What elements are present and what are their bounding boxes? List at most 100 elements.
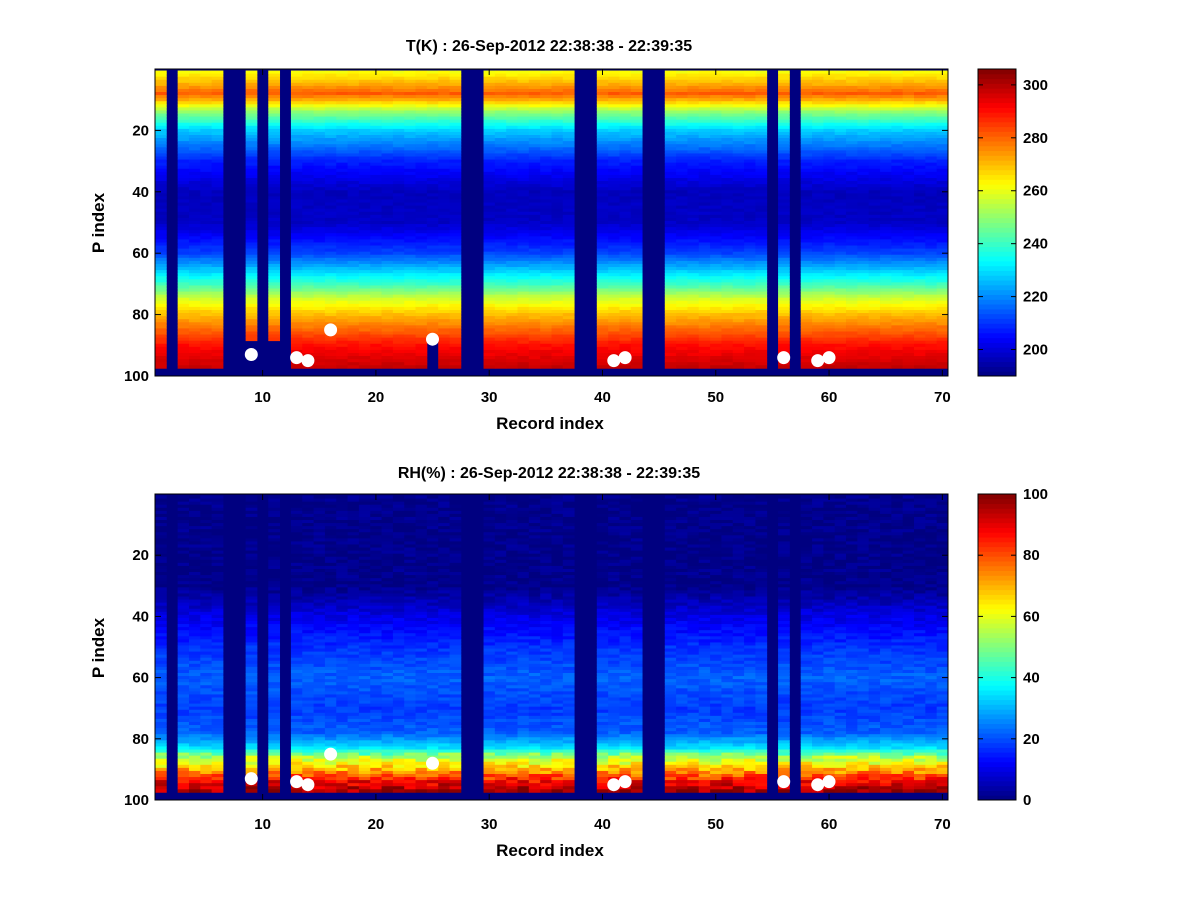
heatmap-cell — [721, 242, 734, 246]
heatmap-cell — [449, 233, 462, 237]
heatmap-cell — [562, 119, 575, 124]
heatmap-cell — [358, 187, 371, 191]
heatmap-cell — [358, 196, 371, 200]
heatmap-cell — [426, 236, 439, 240]
heatmap-cell — [517, 153, 530, 157]
heatmap-cell — [812, 343, 824, 348]
heatmap-cell — [630, 128, 643, 133]
heatmap-cell — [551, 328, 564, 332]
heatmap-cell — [483, 365, 496, 369]
heatmap-cell — [188, 230, 201, 234]
heatmap-cell — [313, 187, 326, 191]
heatmap-cell — [494, 128, 507, 133]
heatmap-cell — [551, 159, 564, 164]
heatmap-cell — [506, 236, 518, 240]
heatmap-cell — [732, 340, 745, 345]
heatmap-cell — [755, 257, 768, 262]
heatmap-cell — [812, 73, 824, 78]
heatmap-cell — [664, 98, 677, 102]
heatmap-cell — [177, 356, 190, 360]
heatmap-cell — [404, 242, 416, 246]
heatmap-cell — [676, 282, 688, 286]
heatmap-cell — [517, 177, 530, 182]
heatmap-cell — [755, 334, 768, 339]
heatmap-cell — [517, 306, 530, 311]
heatmap-cell — [449, 138, 462, 142]
heatmap-cell — [392, 211, 405, 216]
heatmap-cell — [188, 288, 201, 292]
heatmap-column — [438, 70, 450, 369]
heatmap-cell — [698, 276, 711, 280]
heatmap-cell — [290, 245, 303, 249]
heatmap-cell — [517, 279, 530, 283]
heatmap-cell — [630, 310, 643, 314]
heatmap-cell — [755, 233, 768, 237]
heatmap-cell — [812, 156, 824, 160]
heatmap-cell — [211, 267, 224, 271]
heatmap-cell — [200, 325, 213, 329]
heatmap-cell — [347, 267, 360, 271]
heatmap-cell — [687, 343, 700, 348]
heatmap-cell — [404, 107, 416, 111]
heatmap-cell — [608, 245, 620, 249]
heatmap-cell — [664, 153, 677, 157]
heatmap-cell — [268, 220, 281, 225]
heatmap-cell — [483, 113, 496, 117]
heatmap-cell — [664, 230, 677, 234]
heatmap-cell — [347, 319, 360, 323]
heatmap-cell — [506, 349, 518, 354]
heatmap-cell — [313, 199, 326, 203]
heatmap-cell — [528, 340, 541, 345]
heatmap-cell — [755, 171, 768, 176]
heatmap-cell — [324, 300, 337, 305]
heatmap-cell — [392, 110, 405, 114]
heatmap-cell — [551, 98, 564, 102]
heatmap-cell — [630, 184, 643, 188]
heatmap-cell — [324, 174, 337, 179]
heatmap-cell — [506, 325, 518, 329]
heatmap-cell — [812, 122, 824, 127]
heatmap-cell — [188, 267, 201, 271]
heatmap-cell — [302, 156, 314, 160]
heatmap-cell — [732, 168, 745, 173]
heatmap-cell — [676, 303, 688, 308]
heatmap-cell — [426, 122, 439, 127]
heatmap-cell — [494, 270, 507, 274]
heatmap-cell — [200, 214, 213, 219]
heatmap-cell — [778, 101, 790, 105]
heatmap-cell — [710, 343, 722, 348]
heatmap-cell — [868, 257, 881, 262]
heatmap-cell — [676, 101, 688, 105]
heatmap-cell — [517, 337, 530, 342]
heatmap-cell — [596, 349, 609, 354]
heatmap-cell — [710, 85, 722, 90]
heatmap-column — [517, 70, 530, 369]
heatmap-cell — [324, 245, 337, 249]
heatmap-cell — [608, 254, 620, 259]
heatmap-cell — [404, 79, 416, 84]
heatmap-cell — [415, 254, 428, 259]
heatmap-cell — [551, 285, 564, 289]
heatmap-cell — [800, 334, 813, 339]
heatmap-cell — [551, 365, 564, 369]
heatmap-cell — [778, 257, 790, 262]
heatmap-cell — [313, 303, 326, 308]
heatmap-cell — [551, 233, 564, 237]
heatmap-cell — [449, 159, 462, 164]
heatmap-cell — [834, 245, 847, 249]
heatmap-cell — [562, 306, 575, 311]
heatmap-cell — [313, 356, 326, 360]
heatmap-cell — [290, 205, 303, 210]
heatmap-cell — [426, 217, 439, 222]
heatmap-cell — [313, 297, 326, 302]
heatmap-cell — [155, 322, 167, 326]
heatmap-cell — [710, 119, 722, 124]
heatmap-cell — [778, 224, 790, 228]
heatmap-cell — [245, 239, 258, 243]
heatmap-cell — [188, 346, 201, 351]
heatmap-cell — [155, 236, 167, 240]
heatmap-cell — [778, 285, 790, 289]
heatmap-cell — [551, 181, 564, 185]
heatmap-cell — [596, 294, 609, 299]
heatmap-cell — [721, 101, 734, 105]
